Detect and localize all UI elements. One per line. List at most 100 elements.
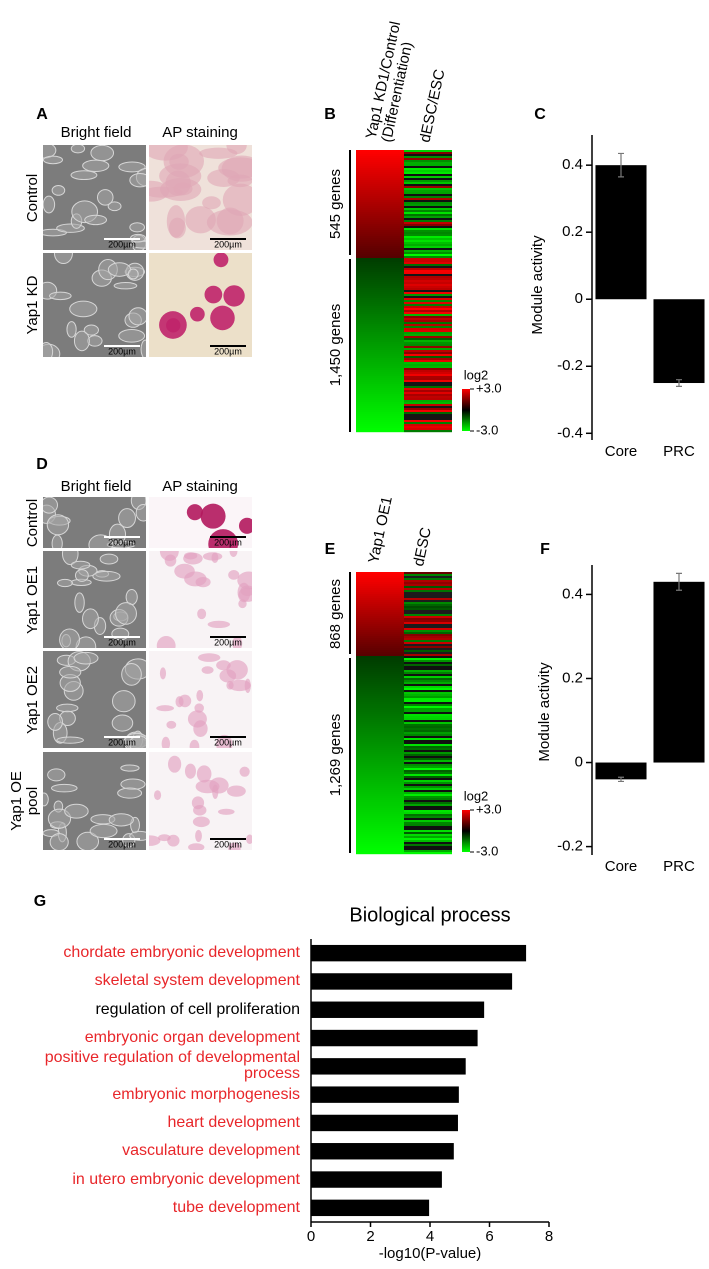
micrograph [43, 145, 146, 250]
heatmap-cell [356, 738, 404, 741]
heatmap-cell [404, 378, 452, 381]
heatmap-cell [404, 320, 452, 323]
stain [222, 183, 252, 216]
error-bar [676, 379, 682, 387]
heatmap-cell [356, 346, 404, 349]
heatmap-cell [356, 418, 404, 421]
heatmap-cell [404, 300, 452, 303]
heatmap-cell [404, 240, 452, 243]
heatmap-cell [356, 374, 404, 377]
stain [216, 660, 231, 671]
stain [188, 843, 205, 850]
heatmap-cell [356, 298, 404, 301]
heatmap-cell [356, 728, 404, 731]
scale-bar-label: 200µm [108, 737, 136, 747]
cell [118, 508, 136, 529]
heatmap-cell [404, 306, 452, 309]
heatmap-cell [404, 818, 452, 821]
heatmap-cell [356, 846, 404, 849]
stain [228, 679, 251, 692]
heatmap-cell [404, 774, 452, 777]
heatmap-cell [404, 642, 452, 645]
heatmap-cell [404, 678, 452, 681]
legend-tick-label: -3.0 [476, 843, 498, 858]
heatmap-cell [356, 824, 404, 827]
legend-title: log2 [464, 788, 489, 803]
legend-title: log2 [464, 367, 489, 382]
heatmap-cell [404, 610, 452, 613]
heatmap-cell [356, 384, 404, 387]
heatmap-cell [356, 634, 404, 637]
cell [70, 170, 98, 181]
heatmap-cell [356, 820, 404, 823]
heatmap-cell [356, 166, 404, 169]
cell [82, 159, 110, 172]
stain [217, 808, 235, 815]
colony [204, 285, 223, 304]
heatmap-cell [356, 254, 404, 257]
column-header: AP staining [162, 124, 238, 141]
heatmap-cell [356, 588, 404, 591]
heatmap-cell [356, 328, 404, 331]
heatmap-cell [356, 314, 404, 317]
x-tick-label: 4 [426, 1228, 434, 1245]
stain [184, 552, 198, 560]
heatmap-cell [404, 758, 452, 761]
heatmap-cell [356, 796, 404, 799]
heatmap-cell [356, 194, 404, 197]
scale-bar-label: 200µm [108, 239, 136, 249]
stain [229, 551, 238, 557]
column-header: Bright field [60, 478, 132, 495]
heatmap-cell [356, 378, 404, 381]
heatmap-cell [404, 394, 452, 397]
heatmap-cell [404, 596, 452, 599]
heatmap-cell [404, 730, 452, 733]
heatmap-cell [356, 756, 404, 759]
heatmap-cell [356, 792, 404, 795]
heatmap-cell [356, 810, 404, 813]
heatmap-cell [404, 706, 452, 709]
heatmap-cell [356, 758, 404, 761]
heatmap-cell [356, 262, 404, 265]
heatmap-cell [404, 686, 452, 689]
heatmap-cell [404, 722, 452, 725]
row-label: Yap1 OE pool [8, 771, 41, 831]
heatmap-cell [356, 682, 404, 685]
heatmap-cell [356, 844, 404, 847]
heatmap-cell [404, 322, 452, 325]
heatmap-cell [356, 606, 404, 609]
heatmap-cell [356, 736, 404, 739]
heatmap-cell [404, 708, 452, 711]
heatmap-cell [404, 724, 452, 727]
heatmap-cell [404, 850, 452, 853]
axis-title: Module activity [529, 235, 546, 335]
cell [43, 155, 64, 165]
heatmap-cell [404, 716, 452, 719]
heatmap-cell [404, 360, 452, 363]
heatmap-cell [356, 704, 404, 707]
cell [43, 792, 49, 807]
heatmap-cell [404, 836, 452, 839]
heatmap-cell [404, 636, 452, 639]
stain [195, 829, 202, 843]
cell [115, 602, 137, 625]
heatmap-cell [404, 726, 452, 729]
heatmap-cell [356, 788, 404, 791]
heatmap-cell [404, 580, 452, 583]
heatmap-cell [404, 820, 452, 823]
heatmap-cell [404, 578, 452, 581]
heatmap-cell [404, 838, 452, 841]
heatmap-cell [356, 610, 404, 613]
stain [192, 816, 210, 828]
heatmap-cell [404, 814, 452, 817]
bar [653, 581, 705, 763]
heatmap-cell [356, 204, 404, 207]
heatmap-cell [356, 574, 404, 577]
panel-label: B [324, 106, 336, 123]
heatmap-cell [356, 162, 404, 165]
scale-bar-label: 200µm [108, 839, 136, 849]
y-tick-label: embryonic organ development [84, 1029, 300, 1047]
heatmap-cell [404, 194, 452, 197]
cell [112, 690, 136, 713]
heatmap-cell [356, 368, 404, 371]
